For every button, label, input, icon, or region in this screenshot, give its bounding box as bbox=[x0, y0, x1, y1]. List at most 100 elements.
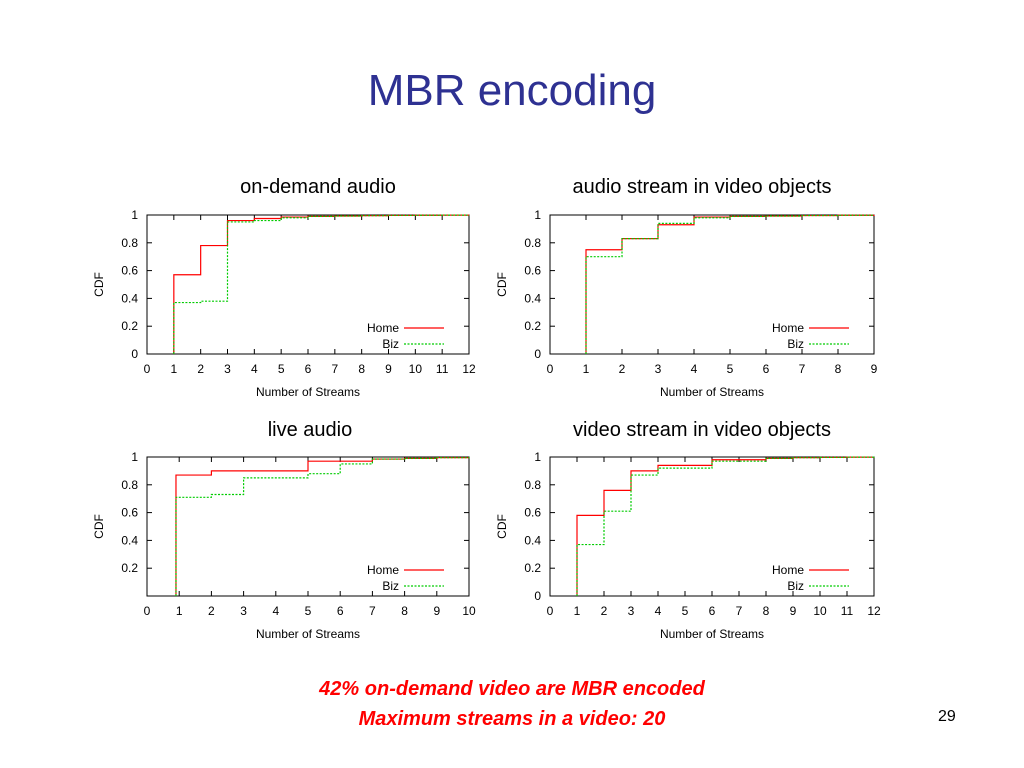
chart-title-audio-stream-video: audio stream in video objects bbox=[572, 176, 832, 198]
y-tick-label: 0.4 bbox=[121, 533, 138, 547]
series-line-biz bbox=[585, 214, 875, 354]
legend-label-biz: Biz bbox=[382, 579, 399, 593]
chart-title-on-demand-audio: on-demand audio bbox=[240, 176, 396, 198]
x-tick-label: 4 bbox=[655, 604, 662, 618]
x-tick-label: 9 bbox=[433, 604, 440, 618]
x-tick-label: 5 bbox=[305, 604, 312, 618]
y-axis-label: CDF bbox=[92, 514, 106, 539]
x-tick-label: 12 bbox=[867, 604, 881, 618]
x-axis-label: Number of Streams bbox=[660, 627, 764, 641]
x-tick-label: 9 bbox=[871, 362, 878, 376]
y-tick-label: 0.6 bbox=[121, 264, 138, 278]
y-tick-label: 0.6 bbox=[524, 264, 541, 278]
x-tick-label: 4 bbox=[272, 604, 279, 618]
y-tick-label: 0 bbox=[534, 347, 541, 361]
x-tick-label: 8 bbox=[358, 362, 365, 376]
y-axis-label: CDF bbox=[495, 514, 509, 539]
plot-frame bbox=[549, 214, 875, 355]
x-tick-label: 0 bbox=[547, 362, 554, 376]
note-max-streams: Maximum streams in a video: 20 bbox=[358, 708, 666, 730]
y-tick-label: 0 bbox=[131, 347, 138, 361]
y-tick-label: 0.8 bbox=[121, 478, 138, 492]
x-tick-label: 7 bbox=[799, 362, 806, 376]
y-tick-label: 0.6 bbox=[121, 506, 138, 520]
x-tick-label: 5 bbox=[727, 362, 734, 376]
x-tick-label: 6 bbox=[709, 604, 716, 618]
series-line-biz bbox=[173, 214, 470, 354]
legend-label-home: Home bbox=[772, 563, 804, 577]
y-tick-label: 1 bbox=[131, 450, 138, 464]
y-axis-label: CDF bbox=[92, 272, 106, 297]
series-line-home bbox=[576, 456, 875, 596]
legend-label-biz: Biz bbox=[382, 337, 399, 351]
x-tick-label: 2 bbox=[619, 362, 626, 376]
x-tick-label: 5 bbox=[682, 604, 689, 618]
x-tick-label: 10 bbox=[409, 362, 423, 376]
x-tick-label: 2 bbox=[197, 362, 204, 376]
page-number: 29 bbox=[938, 708, 956, 725]
y-tick-label: 1 bbox=[534, 450, 541, 464]
x-tick-label: 6 bbox=[305, 362, 312, 376]
y-tick-label: 0.2 bbox=[524, 561, 541, 575]
x-tick-label: 3 bbox=[224, 362, 231, 376]
y-tick-label: 0.8 bbox=[524, 236, 541, 250]
legend-label-biz: Biz bbox=[787, 337, 804, 351]
x-tick-label: 1 bbox=[574, 604, 581, 618]
x-tick-label: 5 bbox=[278, 362, 285, 376]
y-tick-label: 1 bbox=[131, 208, 138, 222]
x-tick-label: 2 bbox=[601, 604, 608, 618]
x-tick-label: 6 bbox=[337, 604, 344, 618]
y-tick-label: 0.8 bbox=[524, 478, 541, 492]
x-axis-label: Number of Streams bbox=[256, 385, 360, 399]
x-tick-label: 10 bbox=[813, 604, 827, 618]
plot-frame bbox=[549, 456, 875, 597]
x-tick-label: 8 bbox=[763, 604, 770, 618]
slide-title: MBR encoding bbox=[367, 66, 657, 115]
x-tick-label: 8 bbox=[401, 604, 408, 618]
x-tick-label: 4 bbox=[691, 362, 698, 376]
x-tick-label: 3 bbox=[628, 604, 635, 618]
x-tick-label: 1 bbox=[176, 604, 183, 618]
y-tick-label: 0.4 bbox=[121, 291, 138, 305]
y-tick-label: 0.8 bbox=[121, 236, 138, 250]
x-tick-label: 8 bbox=[835, 362, 842, 376]
x-tick-label: 2 bbox=[208, 604, 215, 618]
legend-label-home: Home bbox=[772, 321, 804, 335]
y-tick-label: 0 bbox=[534, 589, 541, 603]
series-line-biz bbox=[576, 456, 875, 596]
x-tick-label: 3 bbox=[240, 604, 247, 618]
legend-label-home: Home bbox=[367, 563, 399, 577]
x-tick-label: 12 bbox=[462, 362, 476, 376]
x-tick-label: 10 bbox=[462, 604, 476, 618]
x-tick-label: 4 bbox=[251, 362, 258, 376]
x-tick-label: 1 bbox=[170, 362, 177, 376]
legend-label-home: Home bbox=[367, 321, 399, 335]
note-mbr-encoded: 42% on-demand video are MBR encoded bbox=[319, 678, 705, 700]
chart-title-video-stream-video: video stream in video objects bbox=[573, 419, 831, 441]
y-tick-label: 0.4 bbox=[524, 291, 541, 305]
x-tick-label: 7 bbox=[331, 362, 338, 376]
x-tick-label: 9 bbox=[790, 604, 797, 618]
y-tick-label: 1 bbox=[534, 208, 541, 222]
x-tick-label: 7 bbox=[736, 604, 743, 618]
y-tick-label: 0.6 bbox=[524, 506, 541, 520]
x-tick-label: 0 bbox=[547, 604, 554, 618]
x-tick-label: 7 bbox=[369, 604, 376, 618]
y-tick-label: 0.2 bbox=[121, 319, 138, 333]
x-tick-label: 6 bbox=[763, 362, 770, 376]
x-tick-label: 9 bbox=[385, 362, 392, 376]
y-tick-label: 0.4 bbox=[524, 533, 541, 547]
chart-title-live-audio: live audio bbox=[267, 419, 353, 441]
series-line-biz bbox=[175, 457, 470, 596]
y-tick-label: 0.2 bbox=[524, 319, 541, 333]
y-axis-label: CDF bbox=[495, 272, 509, 297]
x-axis-label: Number of Streams bbox=[660, 385, 764, 399]
x-tick-label: 0 bbox=[144, 362, 151, 376]
x-tick-label: 11 bbox=[841, 604, 854, 618]
x-tick-label: 0 bbox=[144, 604, 151, 618]
legend-label-biz: Biz bbox=[787, 579, 804, 593]
